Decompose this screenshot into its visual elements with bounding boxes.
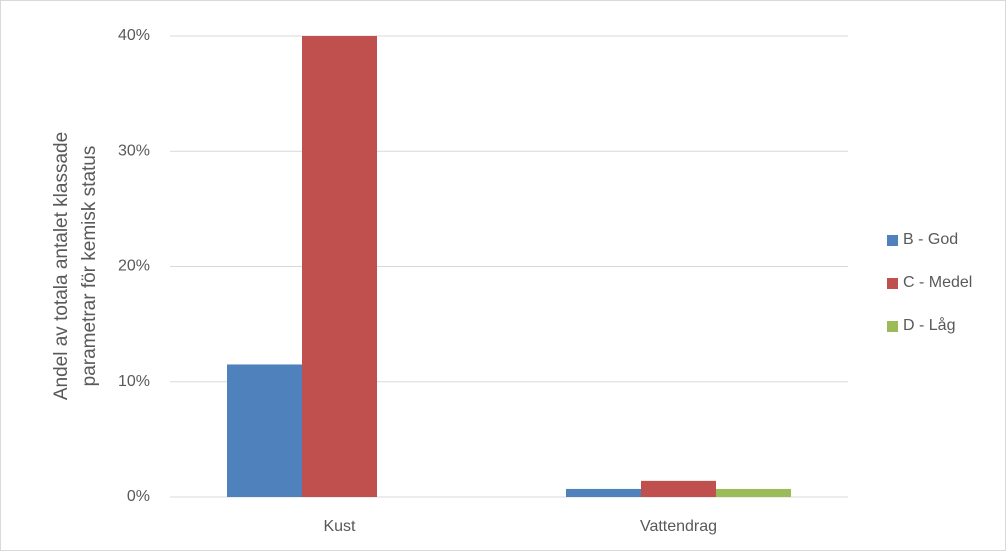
bar [641,480,716,497]
y-tick-label: 10% [118,373,150,390]
legend-label: B - God [903,231,958,248]
bar [716,488,791,497]
y-axis-label: Andel av totala antalet klassade [51,132,72,400]
legend-swatch [887,321,898,332]
legend-swatch [887,278,898,289]
x-tick-label: Kust [323,518,356,535]
legend-label: D - Låg [903,316,955,334]
bar [566,488,641,497]
bar [302,36,377,497]
legend-swatch [887,235,898,246]
bar [227,364,302,497]
y-tick-label: 40% [118,27,150,44]
legend-label: C - Medel [903,274,972,291]
y-axis-label: parametrar för kemisk status [79,146,100,387]
y-tick-label: 30% [118,142,150,159]
x-tick-label: Vattendrag [640,518,717,535]
y-tick-label: 0% [127,488,150,505]
y-tick-label: 20% [118,258,150,275]
